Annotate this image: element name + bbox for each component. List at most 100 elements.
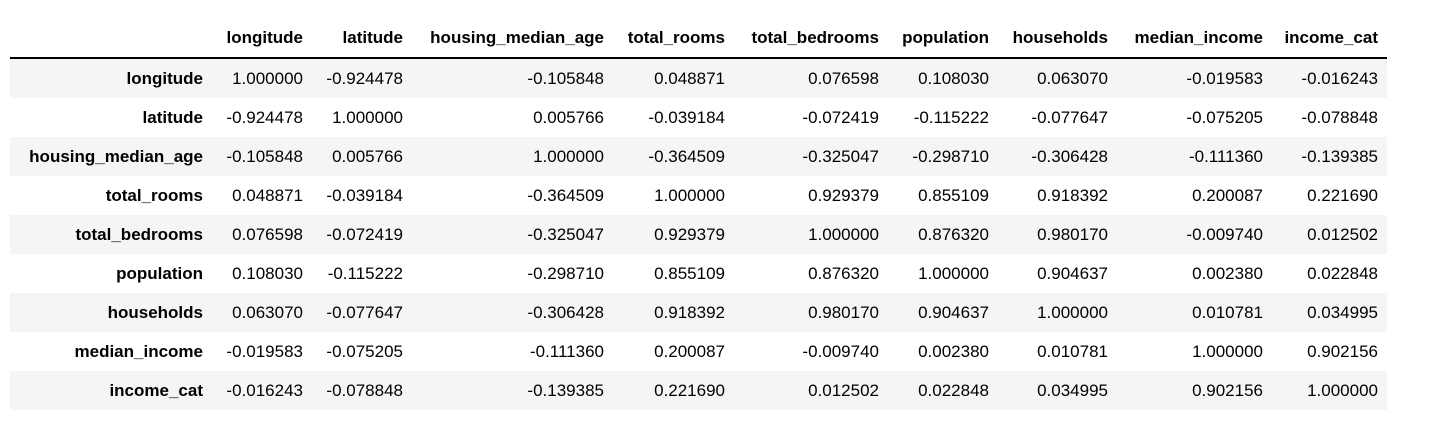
table-cell: -0.306428 [1031,146,1108,166]
table-cell: 0.904637 [1037,263,1108,283]
table-cell: 0.200087 [654,341,725,361]
table-cell: 0.048871 [654,68,725,88]
table-cell: 1.000000 [918,263,989,283]
table-cell: 0.876320 [918,224,989,244]
row-label: housing_median_age [29,146,203,166]
table-cell: 0.076598 [808,68,879,88]
table-cell: 0.022848 [1307,263,1378,283]
table-cell: -0.115222 [327,263,403,283]
table-cell: -0.077647 [326,302,403,322]
table-cell: -0.016243 [226,380,303,400]
header-row: longitude latitude housing_median_age to… [10,19,1387,59]
table-row: housing_median_age -0.105848 0.005766 1.000… [10,137,1387,176]
table-cell: 0.048871 [232,185,303,205]
table-cell: 1.000000 [654,185,725,205]
table-cell: -0.039184 [326,185,403,205]
row-label: households [107,302,203,322]
table-cell: -0.072419 [802,107,879,127]
table-cell: 0.200087 [1192,185,1263,205]
table-row: median_income -0.019583 -0.075205 -0.111360… [10,332,1387,371]
table-cell: -0.325047 [802,146,879,166]
table-cell: -0.924478 [226,107,303,127]
table-cell: -0.078848 [326,380,403,400]
table-cell: -0.111360 [529,341,604,361]
table-row: total_bedrooms 0.076598 -0.072419 -0.325047… [10,215,1387,254]
table-cell: -0.009740 [1186,224,1263,244]
column-header: median_income [1117,19,1272,59]
table-cell: -0.298710 [527,263,604,283]
table-cell: -0.306428 [527,302,604,322]
table-cell: 0.002380 [918,341,989,361]
table-cell: -0.075205 [1186,107,1263,127]
table-cell: -0.016243 [1301,68,1378,88]
table-row: total_rooms 0.048871 -0.039184 -0.364509 1.0… [10,176,1387,215]
table-cell: -0.111360 [1188,146,1263,166]
table-cell: 0.918392 [654,302,725,322]
table-cell: 0.902156 [1192,380,1263,400]
table-cell: -0.078848 [1301,107,1378,127]
table-cell: 0.034995 [1037,380,1108,400]
table-cell: 0.980170 [808,302,879,322]
table-cell: 0.010781 [1037,341,1108,361]
column-header: total_bedrooms [734,19,888,59]
table-cell: 0.929379 [808,185,879,205]
table-cell: -0.105848 [226,146,303,166]
table-cell: -0.364509 [648,146,725,166]
table-cell: 0.010781 [1192,302,1263,322]
table-cell: 0.076598 [232,224,303,244]
table-cell: 0.876320 [808,263,879,283]
table-cell: 0.221690 [1307,185,1378,205]
row-label: total_rooms [105,185,203,205]
table-cell: 0.063070 [1037,68,1108,88]
table-body: longitude 1.000000 -0.924478 -0.105848 0.048… [10,58,1387,410]
table-cell: -0.105848 [527,68,604,88]
table-row: households 0.063070 -0.077647 -0.306428 0.91… [10,293,1387,332]
table-cell: -0.077647 [1031,107,1108,127]
index-header [10,19,212,59]
column-header: total_rooms [613,19,734,59]
row-label: total_bedrooms [75,224,203,244]
column-header: population [888,19,998,59]
table-cell: 1.000000 [1192,341,1263,361]
table-cell: -0.924478 [326,68,403,88]
row-label: median_income [74,341,204,361]
table-cell: 0.005766 [533,107,604,127]
column-header: households [998,19,1117,59]
table-cell: 0.855109 [918,185,989,205]
table-cell: 1.000000 [808,224,879,244]
table-cell: -0.139385 [1301,146,1378,166]
table-cell: -0.019583 [1186,68,1263,88]
row-label: longitude [126,68,203,88]
row-label: population [116,263,203,283]
table-cell: -0.115222 [913,107,989,127]
table-row: longitude 1.000000 -0.924478 -0.105848 0.048… [10,58,1387,98]
column-header: income_cat [1272,19,1387,59]
table-cell: 0.902156 [1307,341,1378,361]
table-cell: 0.034995 [1307,302,1378,322]
table-cell: 1.000000 [533,146,604,166]
table-cell: -0.325047 [527,224,604,244]
table-cell: 0.221690 [654,380,725,400]
table-cell: -0.364509 [527,185,604,205]
table-cell: 0.929379 [654,224,725,244]
column-header: longitude [212,19,312,59]
table-cell: -0.072419 [326,224,403,244]
table-cell: 1.000000 [232,68,303,88]
table-cell: 0.012502 [808,380,879,400]
table-cell: 0.918392 [1037,185,1108,205]
table-cell: 0.108030 [918,68,989,88]
table-cell: 1.000000 [1037,302,1108,322]
table-row: population 0.108030 -0.115222 -0.298710 0.85… [10,254,1387,293]
table-cell: -0.139385 [527,380,604,400]
table-cell: -0.019583 [226,341,303,361]
correlation-matrix-table: longitude latitude housing_median_age to… [10,19,1387,410]
table-row: latitude -0.924478 1.000000 0.005766 -0.0391… [10,98,1387,137]
column-header: latitude [312,19,412,59]
table-cell: 1.000000 [332,107,403,127]
table-cell: 0.855109 [654,263,725,283]
row-label: latitude [142,107,203,127]
table-cell: -0.075205 [326,341,403,361]
table-cell: 0.022848 [918,380,989,400]
table-cell: 0.002380 [1192,263,1263,283]
